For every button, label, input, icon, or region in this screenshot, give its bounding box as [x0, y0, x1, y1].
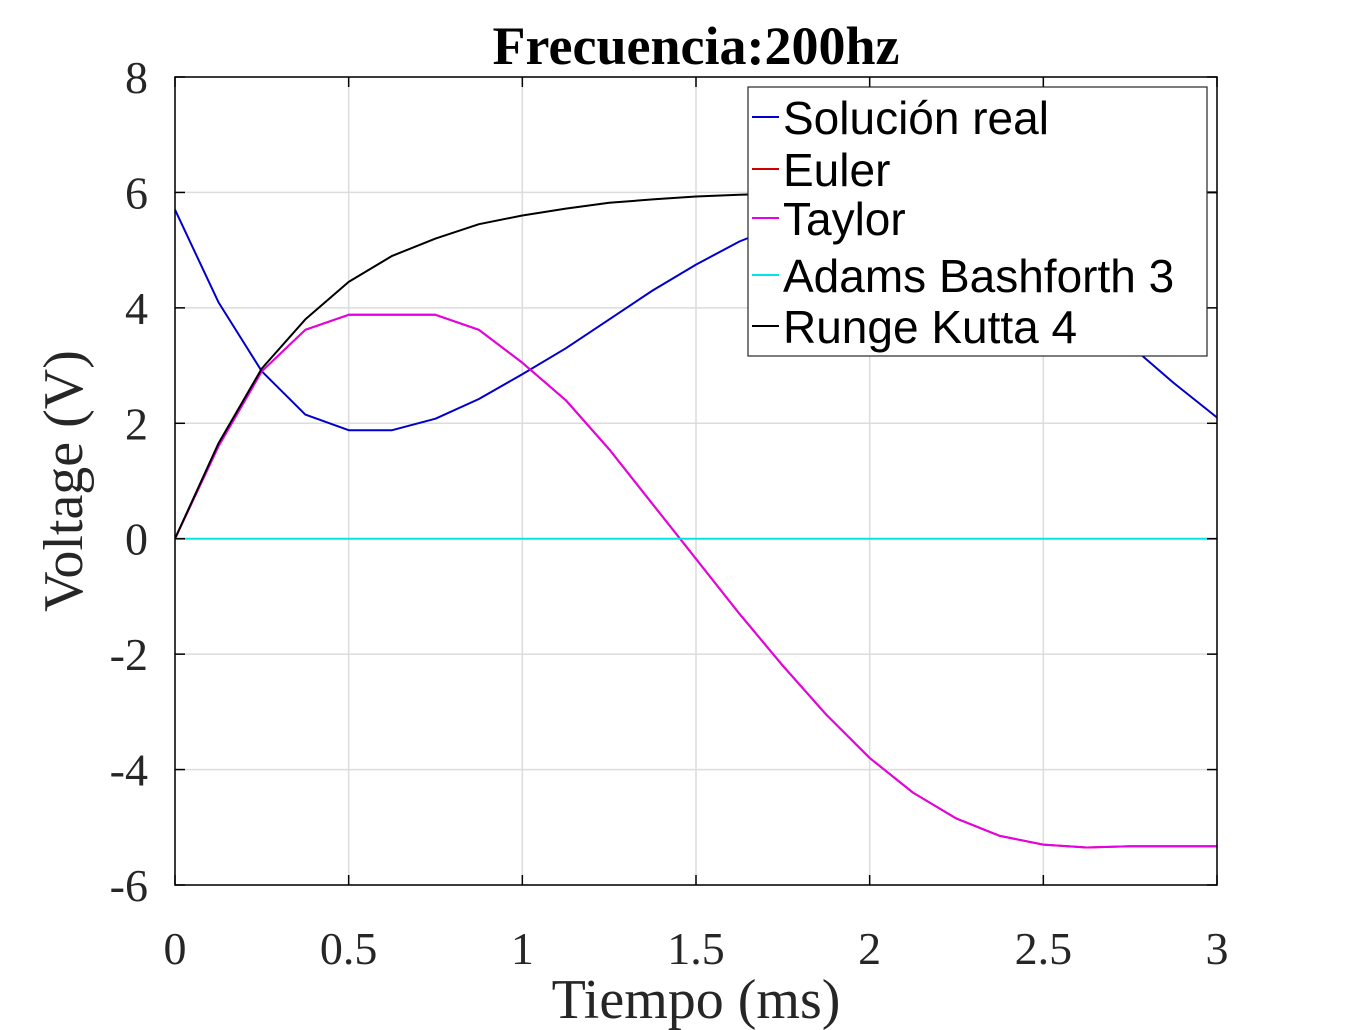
y-tick-label: -6: [110, 860, 148, 911]
legend-label: Euler: [783, 144, 890, 196]
y-tick-label: 8: [125, 52, 148, 103]
ticks: [174, 76, 1218, 886]
y-tick-labels: -6 -4 -2 0 2 4 6 8: [110, 52, 148, 911]
y-tick-label: 6: [125, 167, 148, 218]
legend-box: [747, 86, 1208, 357]
x-tick-label: 3: [1206, 923, 1229, 974]
x-axis-label: Tiempo (ms): [552, 969, 841, 1030]
x-tick-label: 0.5: [320, 923, 378, 974]
y-tick-label: 2: [125, 398, 148, 449]
x-tick-label: 2.5: [1015, 923, 1073, 974]
y-tick-label: -2: [110, 629, 148, 680]
y-tick-label: -4: [110, 745, 148, 796]
y-axis-label: Voltage (V): [33, 350, 95, 612]
chart-title: Frecuencia:200hz: [493, 16, 900, 76]
legend-label: Taylor: [783, 193, 906, 245]
y-tick-label: 0: [125, 514, 148, 565]
x-tick-label: 0: [164, 923, 187, 974]
x-tick-labels: 0 0.5 1 1.5 2 2.5 3: [164, 923, 1229, 974]
legend-label: Runge Kutta 4: [783, 301, 1077, 353]
x-tick-label: 1.5: [667, 923, 725, 974]
y-tick-label: 4: [125, 283, 148, 334]
x-tick-label: 2: [858, 923, 881, 974]
legend-label: Solución real: [783, 92, 1049, 144]
x-tick-label: 1: [511, 923, 534, 974]
series-line-taylor: [175, 313, 1217, 849]
legend-label: Adams Bashforth 3: [783, 250, 1174, 302]
